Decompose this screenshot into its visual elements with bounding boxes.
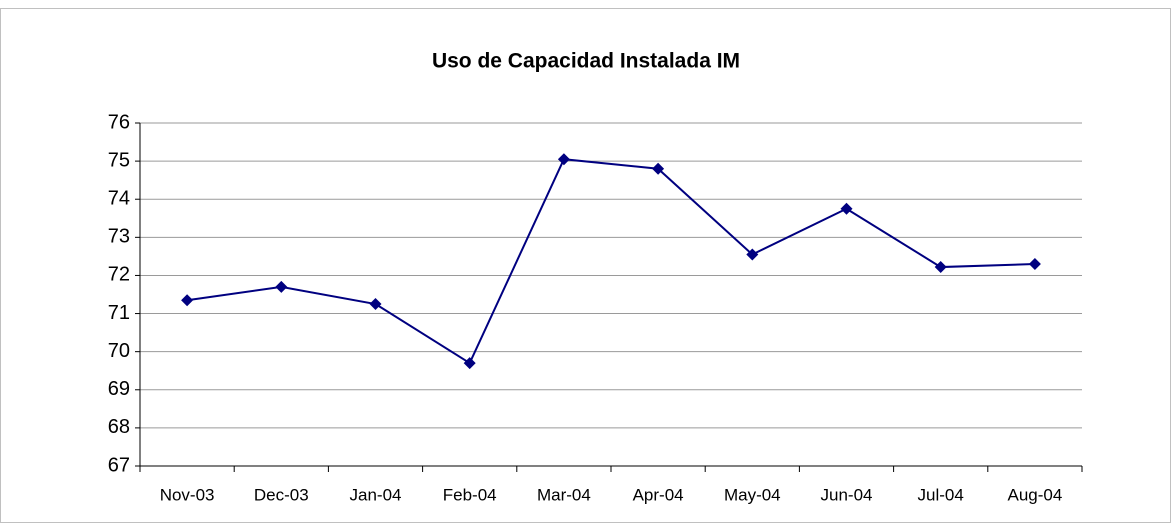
data-point: [463, 357, 476, 370]
y-tick-label: 70: [108, 340, 130, 362]
x-tick-label: Dec-03: [254, 485, 309, 504]
x-tick-label: Aug-04: [1007, 485, 1062, 504]
data-point: [652, 162, 665, 175]
y-tick-label: 73: [108, 226, 130, 248]
data-point: [557, 153, 570, 166]
y-tick-label: 67: [108, 454, 130, 476]
x-tick-label: Nov-03: [160, 485, 215, 504]
chart-title: Uso de Capacidad Instalada IM: [432, 50, 740, 73]
data-point: [840, 202, 853, 215]
x-tick-label: Feb-04: [443, 485, 497, 504]
data-point: [934, 261, 947, 274]
x-tick-label: May-04: [724, 485, 781, 504]
x-tick-label: Jun-04: [821, 485, 873, 504]
y-tick-label: 69: [108, 378, 130, 400]
x-tick-label: Mar-04: [537, 485, 591, 504]
y-tick-label: 76: [108, 111, 130, 133]
x-tick-label: Jan-04: [350, 485, 402, 504]
data-point: [369, 298, 382, 311]
data-point: [275, 280, 288, 293]
y-tick-label: 72: [108, 264, 130, 286]
data-point: [1028, 258, 1041, 271]
y-tick-label: 75: [108, 149, 130, 171]
y-tick-label: 71: [108, 302, 130, 324]
x-tick-label: Jul-04: [918, 485, 964, 504]
data-point: [746, 248, 759, 261]
y-tick-label: 68: [108, 416, 130, 438]
x-tick-label: Apr-04: [633, 485, 684, 504]
data-point: [181, 294, 194, 307]
y-tick-label: 74: [108, 188, 130, 210]
series-line: [186, 158, 1035, 365]
